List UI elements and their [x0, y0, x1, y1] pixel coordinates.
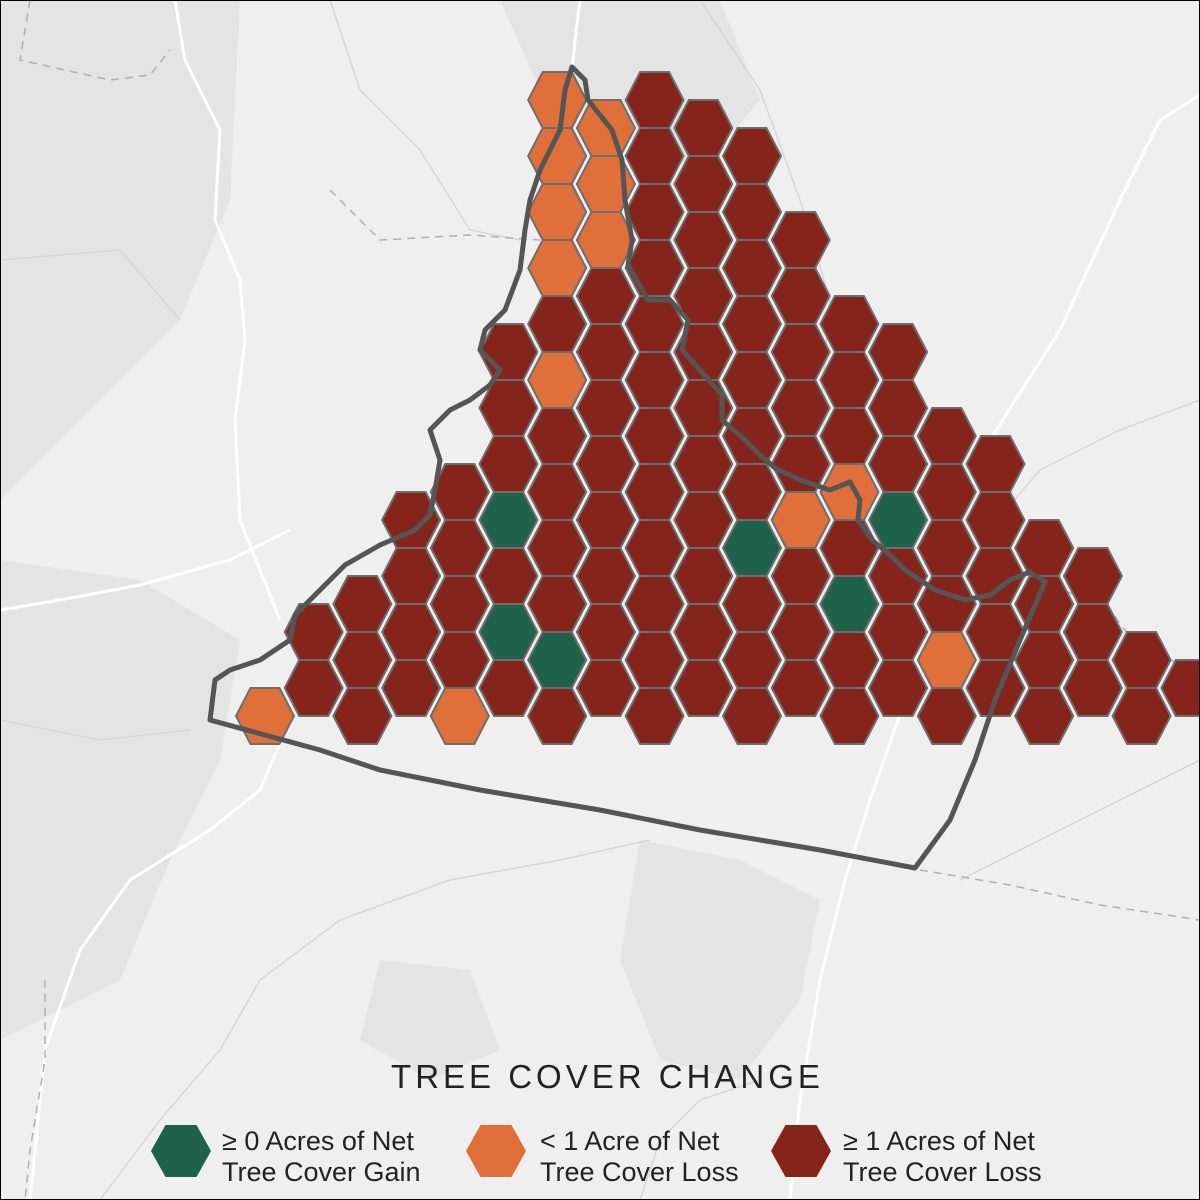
- legend-label-small-loss-line2: Tree Cover Loss: [540, 1157, 739, 1187]
- legend-label-gain-line1: ≥ 0 Acres of Net: [222, 1126, 414, 1156]
- gain-hex-icon: [151, 1125, 211, 1177]
- study-area-boundary: [207, 64, 1048, 871]
- hex-cell-large-loss: [332, 575, 393, 633]
- hex-cell-large-loss: [770, 211, 831, 269]
- legend-label-large-loss-line2: Tree Cover Loss: [843, 1157, 1042, 1187]
- hex-cell-large-loss: [916, 407, 977, 465]
- hex-grid: [234, 71, 1200, 745]
- hex-cell-large-loss: [1111, 631, 1172, 689]
- hex-cell-small-loss: [575, 99, 637, 157]
- hex-cell-large-loss: [429, 463, 490, 521]
- hex-cell-large-loss: [283, 603, 344, 661]
- hex-cell-large-loss: [1062, 547, 1124, 605]
- legend-label-large-loss-line1: ≥ 1 Acres of Net: [843, 1126, 1035, 1156]
- hex-cell-large-loss: [624, 71, 685, 129]
- hex-cell-large-loss: [867, 323, 929, 381]
- hex-cell-large-loss: [721, 127, 783, 185]
- large-loss-hex-icon: [771, 1125, 831, 1177]
- hex-cell-large-loss: [1160, 659, 1200, 717]
- hex-cell-large-loss: [673, 99, 734, 157]
- legend-label-gain-line2: Tree Cover Gain: [222, 1157, 421, 1187]
- small-loss-hex-icon: [466, 1125, 526, 1177]
- legend-title: TREE COVER CHANGE: [391, 1058, 824, 1095]
- legend-label-small-loss-line1: < 1 Acre of Net: [540, 1126, 720, 1156]
- hex-cell-large-loss: [1014, 519, 1075, 577]
- hex-cell-large-loss: [819, 295, 880, 353]
- hex-cell-large-loss: [380, 491, 442, 549]
- hex-cell-large-loss: [965, 435, 1026, 493]
